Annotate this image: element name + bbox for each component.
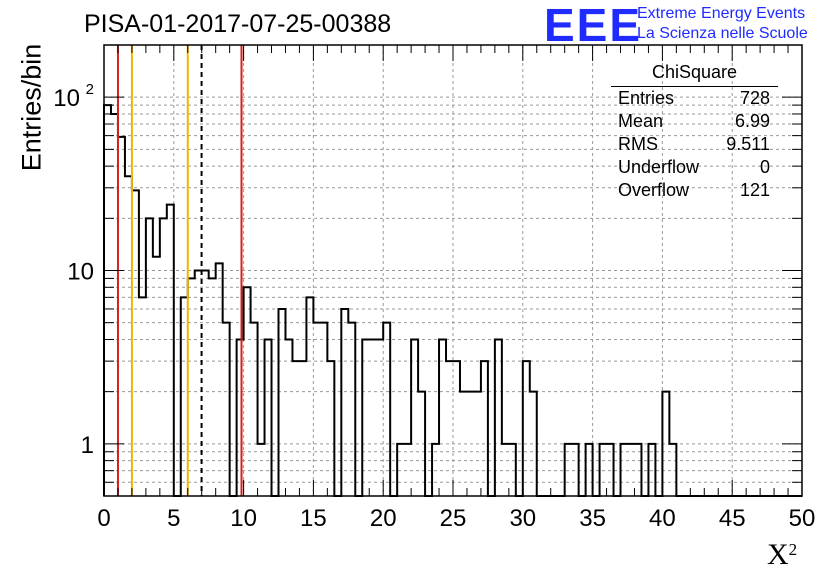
- x-tick-label: 45: [719, 505, 746, 532]
- stats-value: 6.99: [734, 111, 770, 131]
- stats-row: Mean 6.99: [611, 110, 778, 133]
- stats-label: Overflow: [618, 180, 690, 200]
- stats-title: ChiSquare: [611, 62, 778, 87]
- x-axis-label: X2: [767, 538, 797, 572]
- eee-logo: EEE: [544, 0, 643, 51]
- stats-label: Mean: [618, 111, 664, 131]
- stats-row: Underflow 0: [611, 156, 778, 179]
- x-axis-label-sup: 2: [788, 540, 798, 559]
- x-tick-label: 30: [509, 505, 536, 532]
- logo-caption-line2: La Scienza nelle Scuole: [637, 25, 808, 42]
- y-tick-label: 10: [67, 259, 94, 286]
- y-tick-label-exponent: 2: [86, 81, 94, 98]
- x-tick-label: 15: [300, 505, 327, 532]
- x-axis-label-base: X: [767, 538, 789, 571]
- stats-row: Entries 728: [611, 87, 778, 110]
- y-tick-label: 10: [53, 85, 80, 112]
- x-tick-label: 35: [579, 505, 606, 532]
- chart-title: PISA-01-2017-07-25-00388: [84, 10, 392, 38]
- stats-value: 121: [739, 180, 770, 200]
- stats-value: 0: [759, 157, 770, 177]
- stats-value: 728: [739, 88, 770, 108]
- stats-label: Entries: [618, 88, 675, 108]
- x-tick-label: 40: [649, 505, 676, 532]
- y-tick-label: 1: [81, 432, 94, 459]
- x-tick-label: 5: [167, 505, 180, 532]
- x-tick-label: 50: [789, 505, 816, 532]
- stats-value: 9.511: [726, 134, 770, 154]
- y-axis-label: Entries/bin: [16, 43, 47, 172]
- logo-caption: Extreme Energy Events La Scienza nelle S…: [637, 4, 808, 44]
- x-tick-label: 10: [230, 505, 257, 532]
- x-tick-label: 20: [370, 505, 397, 532]
- stats-row: RMS 9.511: [611, 133, 778, 156]
- logo-caption-line1: Extreme Energy Events: [637, 5, 806, 22]
- x-tick-label: 0: [97, 505, 110, 532]
- x-tick-label: 25: [440, 505, 467, 532]
- stats-box: ChiSquare Entries 728 Mean 6.99 RMS 9.511 U…: [611, 62, 778, 202]
- stats-row: Overflow 121: [611, 179, 778, 202]
- axes: 0 5 10 15 20 25 30 35 40 45 50 1 10 10 2: [53, 44, 816, 532]
- stats-label: Underflow: [618, 157, 700, 177]
- stats-label: RMS: [618, 134, 658, 154]
